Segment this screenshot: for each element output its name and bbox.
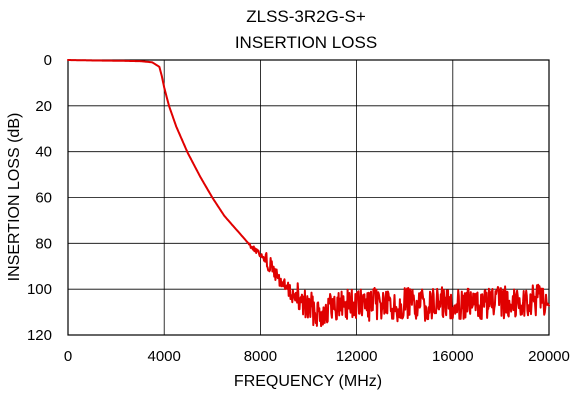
y-axis-label: INSERTION LOSS (dB) bbox=[6, 113, 23, 282]
chart-title-line-2: INSERTION LOSS bbox=[235, 33, 377, 52]
y-tick-label-0: 0 bbox=[44, 52, 52, 69]
x-tick-label-5: 20000 bbox=[528, 348, 570, 365]
chart-title-line-1: ZLSS-3R2G-S+ bbox=[246, 7, 366, 26]
x-axis-ticks: 0 4000 8000 12000 16000 20000 bbox=[64, 348, 570, 365]
x-axis-label: FREQUENCY (MHz) bbox=[234, 373, 382, 390]
x-tick-label-1: 4000 bbox=[148, 348, 181, 365]
x-tick-label-2: 8000 bbox=[244, 348, 277, 365]
x-tick-label-4: 16000 bbox=[432, 348, 474, 365]
plot-area-frame bbox=[67, 59, 550, 336]
y-tick-label-4: 80 bbox=[35, 235, 52, 252]
insertion-loss-line bbox=[67, 59, 550, 328]
x-tick-label-3: 12000 bbox=[336, 348, 378, 365]
y-axis-ticks: 0 20 40 60 80 100 120 bbox=[27, 52, 52, 344]
y-tick-label-6: 120 bbox=[27, 327, 52, 344]
x-tick-label-0: 0 bbox=[64, 348, 72, 365]
y-tick-label-5: 100 bbox=[27, 281, 52, 298]
y-tick-label-1: 20 bbox=[35, 98, 52, 115]
y-tick-label-3: 60 bbox=[35, 190, 52, 207]
y-tick-label-2: 40 bbox=[35, 144, 52, 161]
